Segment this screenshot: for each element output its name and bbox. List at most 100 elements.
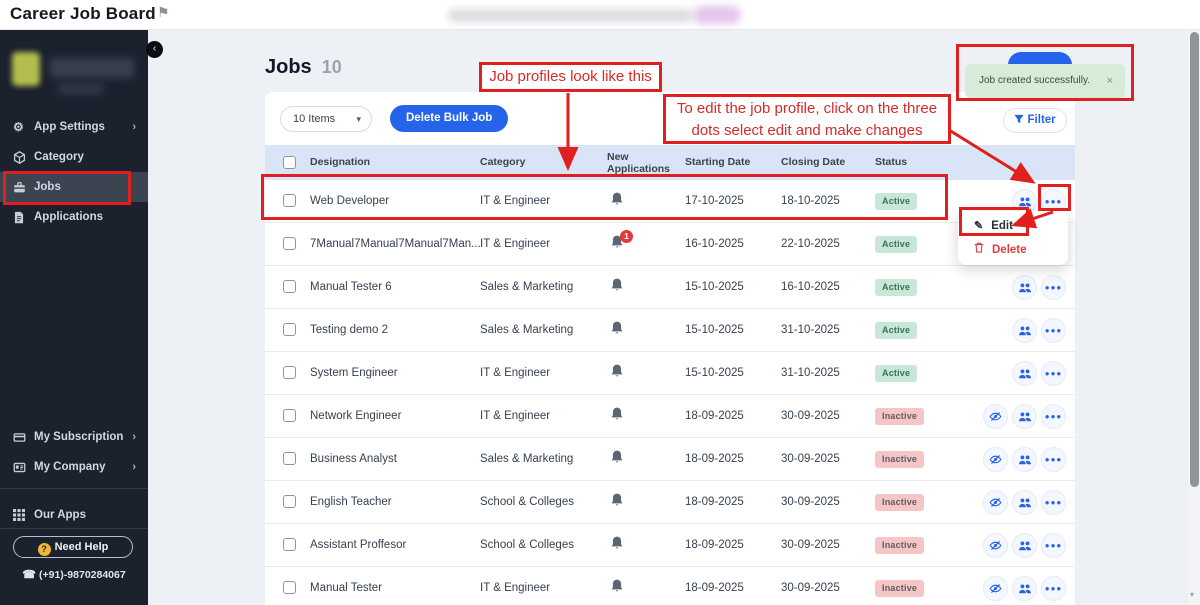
table-row[interactable]: Testing demo 2 Sales & Marketing 15-10-2… xyxy=(265,309,1075,352)
status-badge: Inactive xyxy=(875,580,925,597)
sidebar-item-our-apps[interactable]: Our Apps xyxy=(0,500,148,530)
notifications-bell-icon[interactable] xyxy=(609,363,631,385)
designation-cell: Manual Tester xyxy=(310,582,383,594)
need-help-button[interactable]: ? Need Help xyxy=(13,536,133,558)
sidebar-item-applications[interactable]: Applications xyxy=(0,202,148,232)
scrollbar-down-arrow[interactable]: ▾ xyxy=(1190,590,1195,599)
notifications-bell-icon[interactable] xyxy=(609,406,631,428)
status-badge: Active xyxy=(875,322,918,339)
applicants-group-icon-button[interactable] xyxy=(1012,490,1037,515)
sidebar-nav-lower: My Subscription › My Company › xyxy=(0,422,148,482)
applicants-group-icon-button[interactable] xyxy=(1012,447,1037,472)
applicants-group-icon-button[interactable] xyxy=(1012,404,1037,429)
row-checkbox[interactable] xyxy=(283,323,296,336)
designation-cell: Business Analyst xyxy=(310,453,397,465)
eye-off-icon-button[interactable] xyxy=(983,490,1008,515)
table-row[interactable]: Manual Tester 6 Sales & Marketing 15-10-… xyxy=(265,266,1075,309)
sidebar-item-my-subscription[interactable]: My Subscription › xyxy=(0,422,148,452)
chevron-right-icon: › xyxy=(132,121,136,133)
annotation-box-edit-item xyxy=(959,207,1029,236)
designation-cell: Network Engineer xyxy=(310,410,402,422)
menu-item-edit[interactable]: ✎ Edit xyxy=(958,213,1068,239)
notifications-bell-icon[interactable] xyxy=(609,492,631,514)
row-checkbox[interactable] xyxy=(283,280,296,293)
notifications-bell-icon[interactable]: 1 xyxy=(609,230,633,256)
sidebar-item-app-settings[interactable]: ⚙ App Settings › xyxy=(0,112,148,142)
applicants-group-icon-button[interactable] xyxy=(1012,275,1037,300)
notifications-bell-icon[interactable] xyxy=(609,449,631,471)
table-row[interactable]: English Teacher School & Colleges 18-09-… xyxy=(265,481,1075,524)
toast-close-icon[interactable]: × xyxy=(1106,75,1113,87)
row-menu-button[interactable]: ●●● xyxy=(1041,404,1066,429)
row-checkbox[interactable] xyxy=(283,409,296,422)
gear-icon: ⚙ xyxy=(13,120,24,134)
row-menu-button[interactable]: ●●● xyxy=(1041,490,1066,515)
scrollbar-thumb[interactable] xyxy=(1189,32,1199,487)
cube-icon xyxy=(13,142,27,172)
starting-date-cell: 18-09-2025 xyxy=(685,453,744,465)
notifications-bell-icon[interactable] xyxy=(609,277,631,299)
select-all-checkbox[interactable] xyxy=(283,155,296,169)
applicants-group-icon-button[interactable] xyxy=(1012,576,1037,601)
apps-grid-icon xyxy=(13,500,27,530)
table-row[interactable]: System Engineer IT & Engineer 15-10-2025… xyxy=(265,352,1075,395)
row-menu-button[interactable]: ●●● xyxy=(1041,275,1066,300)
applicants-group-icon-button[interactable] xyxy=(1012,533,1037,558)
sidebar-item-my-company[interactable]: My Company › xyxy=(0,452,148,482)
row-checkbox[interactable] xyxy=(283,366,296,379)
eye-off-icon-button[interactable] xyxy=(983,404,1008,429)
designation-cell: 7Manual7Manual7Manual7Man... xyxy=(310,238,481,250)
sidebar-item-jobs[interactable]: Jobs xyxy=(0,172,148,202)
sidebar-nav: ⚙ App Settings › Category Jobs xyxy=(0,112,148,232)
sidebar-item-label: App Settings xyxy=(34,121,105,133)
row-checkbox[interactable] xyxy=(283,581,296,594)
trash-icon xyxy=(974,242,984,256)
sidebar-item-label: Category xyxy=(34,151,84,163)
table-row[interactable]: Manual Tester IT & Engineer 18-09-2025 3… xyxy=(265,567,1075,605)
annotation-note-edit: To edit the job profile, click on the th… xyxy=(663,94,951,144)
category-cell: Sales & Marketing xyxy=(480,324,574,336)
row-menu-button[interactable]: ●●● xyxy=(1041,318,1066,343)
table-row[interactable]: Web Developer IT & Engineer 17-10-2025 1… xyxy=(265,180,1075,223)
row-checkbox[interactable] xyxy=(283,194,296,207)
notifications-bell-icon[interactable] xyxy=(609,578,631,600)
filter-button[interactable]: Filter xyxy=(1003,108,1067,133)
eye-off-icon-button[interactable] xyxy=(983,533,1008,558)
applicants-group-icon-button[interactable] xyxy=(1012,318,1037,343)
row-checkbox[interactable] xyxy=(283,495,296,508)
row-menu-button[interactable]: ●●● xyxy=(1041,533,1066,558)
row-menu-button[interactable]: ●●● xyxy=(1041,576,1066,601)
notifications-bell-icon[interactable] xyxy=(609,191,631,213)
col-new-applications: New Applications xyxy=(607,151,671,175)
sidebar-collapse-button[interactable]: ‹ xyxy=(146,41,163,58)
category-cell: School & Colleges xyxy=(480,539,574,551)
category-cell: IT & Engineer xyxy=(480,367,551,379)
notifications-bell-icon[interactable] xyxy=(609,535,631,557)
notifications-bell-icon[interactable] xyxy=(609,320,631,342)
status-badge: Inactive xyxy=(875,537,925,554)
table-row[interactable]: Assistant Proffesor School & Colleges 18… xyxy=(265,524,1075,567)
delete-bulk-job-button[interactable]: Delete Bulk Job xyxy=(390,105,509,132)
menu-item-delete[interactable]: Delete xyxy=(958,237,1068,263)
table-row[interactable]: Network Engineer IT & Engineer 18-09-202… xyxy=(265,395,1075,438)
annotation-note-profiles: Job profiles look like this xyxy=(479,62,662,92)
scrollbar-track[interactable]: ▾ xyxy=(1188,30,1200,605)
eye-off-icon-button[interactable] xyxy=(983,576,1008,601)
items-per-page-select[interactable]: 10 Items ▾ xyxy=(280,106,372,132)
row-menu-button[interactable]: ●●● xyxy=(1041,447,1066,472)
row-menu-button[interactable]: ●●● xyxy=(1041,361,1066,386)
table-row[interactable]: Business Analyst Sales & Marketing 18-09… xyxy=(265,438,1075,481)
row-checkbox[interactable] xyxy=(283,538,296,551)
row-checkbox[interactable] xyxy=(283,452,296,465)
row-checkbox[interactable] xyxy=(283,237,296,250)
briefcase-icon xyxy=(13,172,27,202)
applicants-group-icon-button[interactable] xyxy=(1012,361,1037,386)
funnel-icon xyxy=(1014,114,1024,124)
delete-label: Delete xyxy=(992,244,1027,256)
annotation-box-dots-button xyxy=(1038,184,1071,211)
toast-message: Job created successfully. xyxy=(979,75,1090,86)
eye-off-icon-button[interactable] xyxy=(983,447,1008,472)
sidebar-item-category[interactable]: Category xyxy=(0,142,148,172)
table-row[interactable]: 7Manual7Manual7Manual7Man... IT & Engine… xyxy=(265,223,1075,266)
status-badge: Active xyxy=(875,365,918,382)
